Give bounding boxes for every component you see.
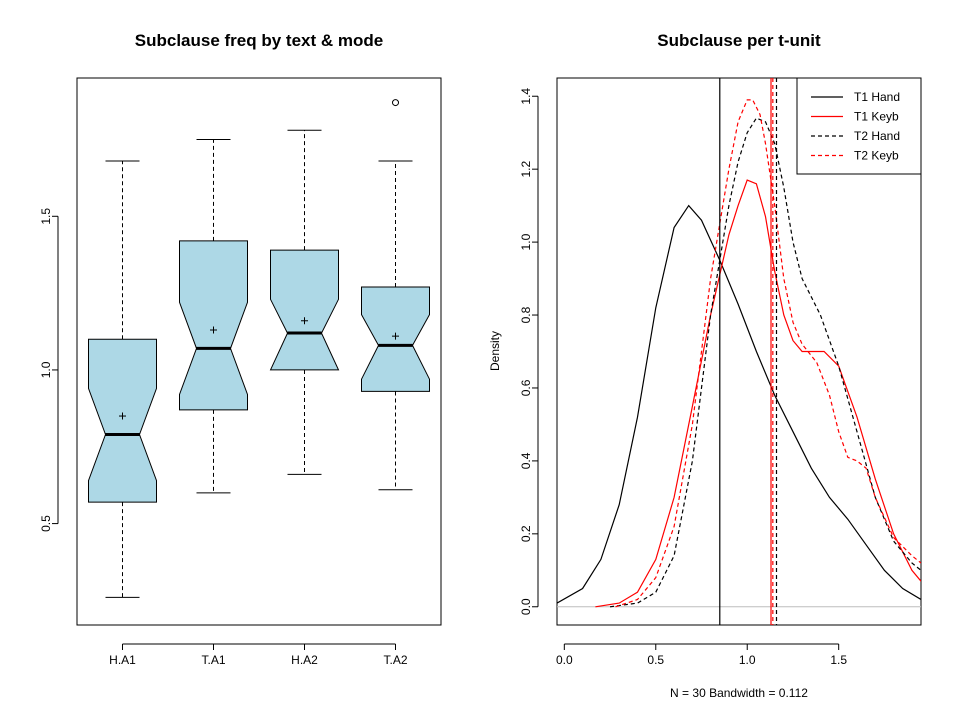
boxplot-y-axis: 0.5 1.0 1.5 [39, 208, 59, 532]
boxplot-x-axis: H.A1 T.A1 H.A2 T.A2 [109, 643, 408, 667]
density-x-tick-label: 1.5 [830, 653, 847, 667]
density-y-tick-label: 0.2 [519, 525, 533, 542]
density-y-tick-label: 1.0 [519, 233, 533, 250]
outlier-point [392, 99, 399, 107]
density-panel: Subclause per t-unit Density N = 30 Band… [488, 31, 922, 700]
density-y-tick-label: 0.4 [519, 452, 533, 469]
legend-label: T2 Hand [854, 129, 900, 143]
box-h-a1 [88, 160, 157, 598]
legend-label: T1 Keyb [854, 110, 899, 124]
boxplot-x-tick-label: T.A1 [201, 653, 225, 667]
boxplot-y-tick-label: 0.5 [39, 515, 53, 532]
density-y-axis: 0.0 0.2 0.4 0.6 0.8 1.0 1.2 1.4 [519, 88, 539, 615]
box-t-a2 [361, 99, 430, 491]
density-curve-t1-keyb [595, 179, 921, 608]
density-curves [557, 78, 921, 625]
density-x-tick-label: 0.0 [556, 653, 573, 667]
boxplot-boxes [88, 99, 430, 598]
density-y-tick-label: 0.0 [519, 598, 533, 615]
boxplot-title: Subclause freq by text & mode [135, 31, 383, 50]
density-legend: T1 Hand T1 Keyb T2 Hand T2 Keyb [796, 77, 922, 175]
density-plot-frame [556, 77, 922, 626]
density-curve-t1-hand [557, 204, 921, 604]
density-y-tick-label: 0.6 [519, 379, 533, 396]
density-y-tick-label: 1.4 [519, 88, 533, 105]
notched-box [88, 338, 157, 503]
legend-box [796, 77, 922, 175]
box-h-a2 [269, 129, 340, 475]
boxplot-plot-frame [76, 77, 442, 626]
boxplot-x-tick-label: H.A1 [109, 653, 136, 667]
legend-label: T2 Keyb [854, 149, 899, 163]
density-y-tick-label: 1.2 [519, 161, 533, 178]
density-x-axis: 0.0 0.5 1.0 1.5 [556, 643, 847, 667]
boxplot-x-tick-label: T.A2 [383, 653, 407, 667]
density-x-label: N = 30 Bandwidth = 0.112 [670, 686, 808, 700]
boxplot-panel: Subclause freq by text & mode 0.51.01.5 … [39, 31, 442, 667]
box-t-a1 [179, 138, 248, 494]
density-title: Subclause per t-unit [657, 31, 821, 50]
boxplot-y-tick-label: 1.5 [39, 208, 53, 225]
density-x-tick-label: 0.5 [647, 653, 664, 667]
density-y-label: Density [488, 331, 502, 371]
density-y-tick-label: 0.8 [519, 306, 533, 323]
legend-label: T1 Hand [854, 90, 900, 104]
density-curve-t2-hand [609, 117, 921, 608]
boxplot-x-tick-label: H.A2 [291, 653, 318, 667]
boxplot-y-tick-label: 1.0 [39, 361, 53, 378]
density-curve-t2-keyb [615, 99, 921, 608]
density-x-tick-label: 1.0 [739, 653, 756, 667]
notched-box [179, 240, 248, 411]
notched-box [269, 249, 340, 371]
